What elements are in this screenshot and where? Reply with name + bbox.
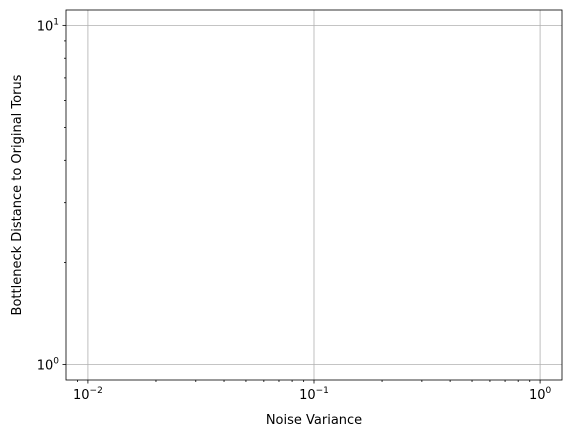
x-tick-label: 100 [529, 386, 552, 403]
y-axis-label: Bottleneck Distance to Original Torus [10, 74, 25, 315]
y-tick-label-exp: 0 [53, 356, 59, 366]
x-axis-label: Noise Variance [266, 413, 362, 428]
x-tick-label-base: 10 [529, 388, 546, 403]
y-tick-label-base: 10 [37, 358, 54, 373]
x-tick-label: 10−1 [299, 386, 329, 403]
plot-frame [65, 9, 563, 381]
grid [66, 10, 562, 380]
x-tick-label-base: 10 [73, 388, 90, 403]
x-tick-label: 10−2 [73, 386, 103, 403]
x-tick-labels: 10−2 10−1 100 [73, 386, 551, 403]
x-tick-label-exp: −1 [316, 386, 329, 396]
x-tick-label-base: 10 [299, 388, 316, 403]
y-tick-label: 101 [37, 17, 59, 34]
x-tick-label-exp: 0 [545, 386, 551, 396]
y-tick-label-base: 10 [37, 19, 54, 34]
y-tick-label: 100 [37, 356, 60, 373]
x-tick-label-exp: −2 [90, 386, 103, 396]
major-ticks [62, 24, 541, 384]
y-tick-label-exp: 1 [53, 17, 59, 27]
